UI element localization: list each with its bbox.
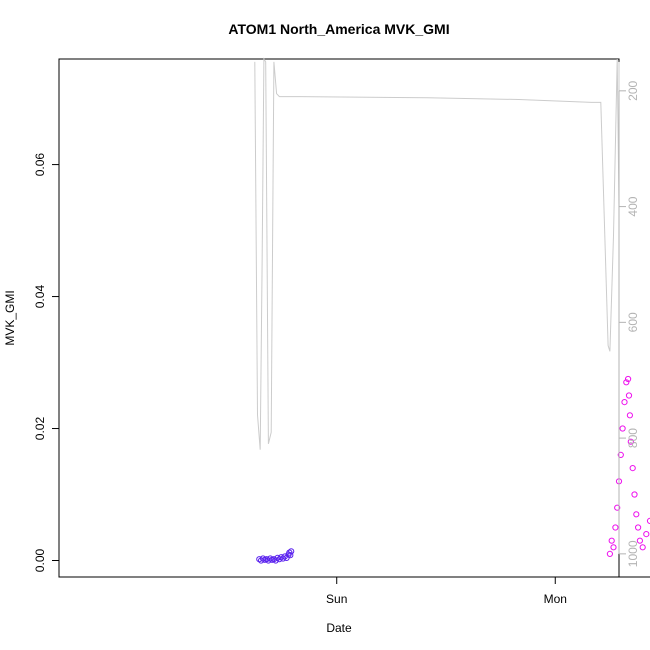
data-point (279, 555, 287, 562)
data-points-layer (256, 375, 650, 564)
y2-tick-label: 400 (626, 196, 640, 216)
y-axis: 0.00 0.02 0.04 0.06 (33, 153, 60, 573)
y2-tick-label: 800 (626, 428, 640, 448)
x-tick-label: Sun (326, 592, 347, 606)
y2-tick-label: 600 (626, 312, 640, 332)
data-point (288, 548, 295, 555)
x-tick-label: Mon (544, 592, 567, 606)
data-point (633, 511, 640, 518)
data-point (643, 531, 650, 538)
data-point (635, 524, 642, 531)
y2-tick-label: 1000 (626, 540, 640, 567)
data-point (639, 544, 646, 551)
data-point (621, 399, 628, 406)
y-tick-label: 0.02 (33, 417, 47, 441)
data-point (610, 544, 617, 551)
data-point (625, 392, 633, 399)
chart-title: ATOM1 North_America MVK_GMI (228, 21, 449, 37)
y2-axis: 200 400 600 800 1000 (618, 81, 640, 567)
data-point (627, 438, 634, 445)
data-point (258, 557, 265, 564)
data-point (606, 550, 614, 558)
y-axis-label: MVK_GMI (3, 290, 17, 345)
plot-area (58, 58, 620, 578)
data-point (629, 465, 636, 472)
data-point (625, 375, 632, 383)
y-tick-label: 0.04 (33, 285, 47, 309)
data-point (265, 557, 272, 564)
data-point (614, 504, 621, 511)
data-point (636, 537, 644, 544)
data-point (626, 412, 634, 419)
data-point (619, 425, 626, 432)
x-axis: SunMonTue (326, 576, 650, 606)
x-axis-label: Date (326, 621, 352, 635)
y-tick-label: 0.00 (33, 549, 47, 573)
data-point (646, 517, 650, 524)
secondary-series-line (254, 57, 620, 485)
data-point (617, 451, 624, 458)
y-tick-label: 0.06 (33, 153, 47, 177)
secondary-line-layer (254, 57, 620, 485)
data-point (623, 379, 630, 386)
data-point (612, 524, 619, 531)
data-point (287, 552, 294, 559)
data-point (276, 556, 283, 563)
data-point (631, 491, 638, 498)
y2-tick-label: 200 (626, 81, 640, 101)
data-point (608, 537, 615, 544)
